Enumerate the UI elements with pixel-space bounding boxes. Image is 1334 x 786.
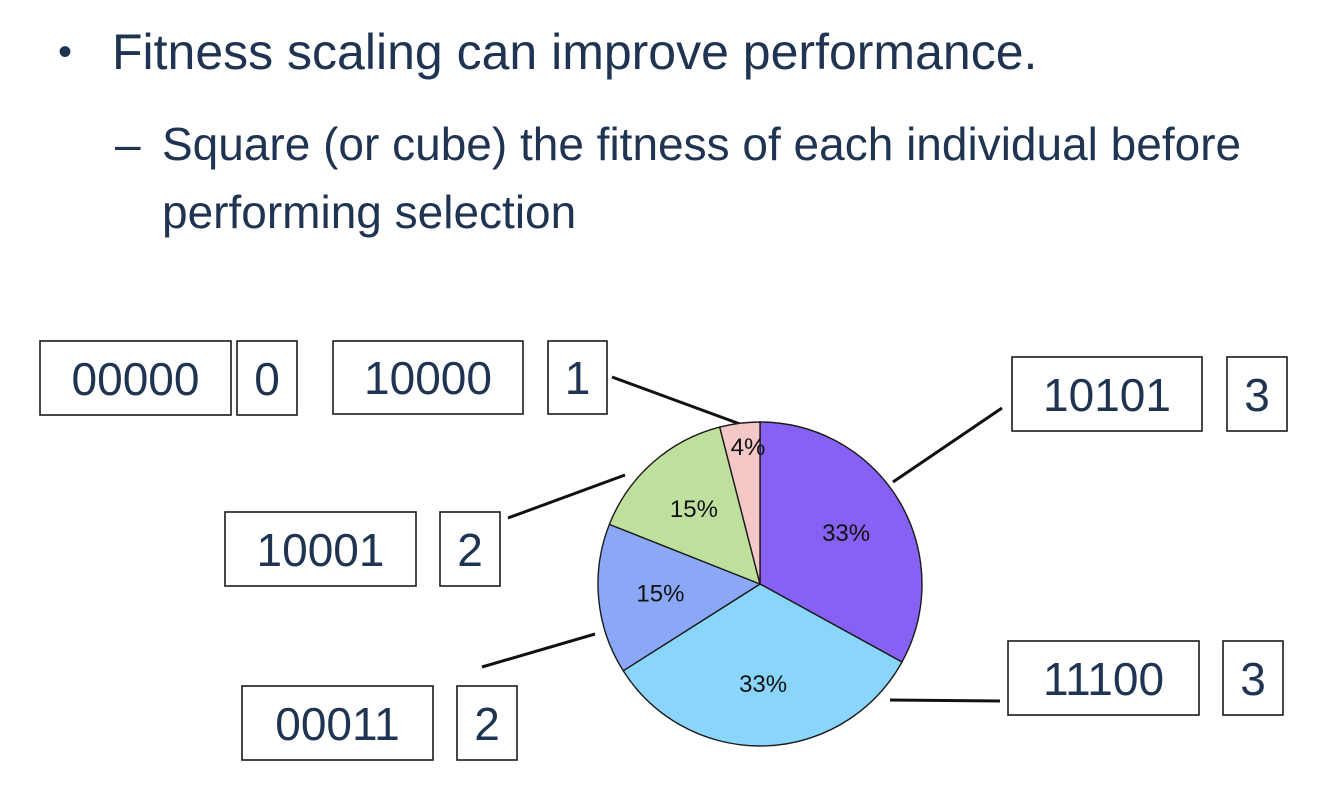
fitness-text: 3 bbox=[1244, 369, 1270, 421]
pie-slice-11100 bbox=[622, 583, 903, 747]
chromosome-text: 10101 bbox=[1043, 369, 1171, 421]
fitness-box bbox=[456, 685, 518, 761]
individual-10000: 10000 1 bbox=[332, 340, 608, 415]
pie-slice-10001 bbox=[608, 426, 762, 586]
fitness-text: 1 bbox=[565, 352, 591, 404]
fitness-text: 0 bbox=[254, 353, 280, 405]
chromosome-box bbox=[1011, 356, 1203, 432]
chromosome-text: 10001 bbox=[257, 524, 385, 576]
fitness-text: 2 bbox=[457, 524, 483, 576]
pie-label-10001: 15% bbox=[670, 496, 718, 523]
individual-10101: 10101 3 bbox=[1011, 356, 1288, 432]
chromosome-box bbox=[224, 511, 417, 587]
leader-line-10001 bbox=[507, 473, 626, 520]
chromosome-text: 10000 bbox=[364, 352, 492, 404]
fitness-text: 3 bbox=[1240, 653, 1266, 705]
fitness-box bbox=[1222, 640, 1284, 716]
pie-label-10000: 4% bbox=[731, 434, 766, 461]
chromosome-box bbox=[1007, 640, 1200, 716]
fitness-box bbox=[547, 340, 608, 415]
sub-bullet-text: Square (or cube) the fitness of each ind… bbox=[162, 118, 1242, 238]
chromosome-box bbox=[241, 685, 434, 761]
pie-slice-10000 bbox=[718, 421, 761, 585]
leader-line-00011 bbox=[481, 632, 596, 669]
individual-10001: 10001 2 bbox=[224, 511, 501, 587]
individual-11100: 11100 3 bbox=[1007, 640, 1284, 716]
fitness-text: 2 bbox=[474, 698, 500, 750]
pie-labels: 33% 33% 15% 15% 4% bbox=[636, 434, 870, 698]
chromosome-text: 00011 bbox=[275, 698, 400, 750]
leader-line-10000 bbox=[611, 375, 741, 426]
fitness-box bbox=[1226, 356, 1288, 432]
fitness-box bbox=[236, 340, 298, 416]
chromosome-box bbox=[39, 340, 232, 416]
leader-line-10101 bbox=[892, 406, 1003, 484]
individual-00011: 00011 2 bbox=[241, 685, 518, 761]
fitness-box bbox=[439, 511, 501, 587]
chromosome-text: 11100 bbox=[1043, 653, 1164, 705]
pie-slice-00011 bbox=[597, 523, 762, 672]
sub-bullet-symbol: – bbox=[115, 118, 141, 170]
pie-label-10101: 33% bbox=[822, 520, 870, 547]
chromosome-box bbox=[332, 340, 524, 415]
chromosome-text: 00000 bbox=[72, 353, 200, 405]
leader-line-11100 bbox=[889, 698, 1001, 703]
bullet-symbol: • bbox=[58, 30, 73, 74]
pie-label-11100: 33% bbox=[739, 671, 787, 698]
individual-00000: 00000 0 bbox=[39, 340, 298, 416]
pie-slices bbox=[597, 421, 923, 747]
bullet-text: Fitness scaling can improve performance. bbox=[112, 24, 1038, 80]
pie-slice-10101 bbox=[759, 421, 923, 663]
pie-label-00011: 15% bbox=[636, 580, 684, 607]
